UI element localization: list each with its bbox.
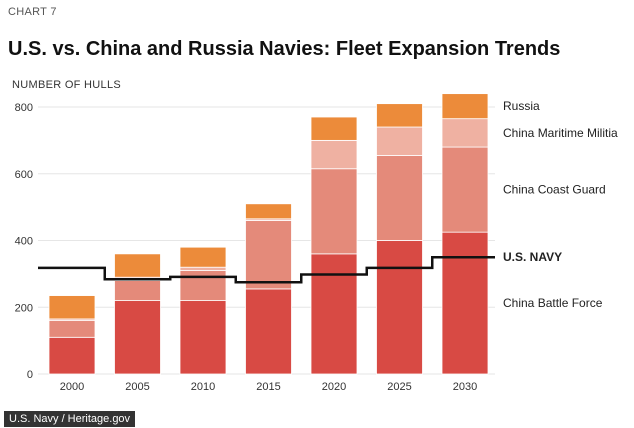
x-tick-2005: 2005 xyxy=(125,381,149,393)
bar-russia-2020 xyxy=(310,116,358,141)
x-tick-2025: 2025 xyxy=(387,381,411,393)
x-tick-2030: 2030 xyxy=(453,381,477,393)
bar-china-maritime-militia-2030 xyxy=(441,118,489,148)
bar-russia-2025 xyxy=(376,103,423,128)
bar-china-coast-guard-2010 xyxy=(179,270,227,301)
bar-china-coast-guard-2020 xyxy=(310,168,358,255)
x-tick-2000: 2000 xyxy=(60,381,84,393)
bar-russia-2010 xyxy=(179,246,227,268)
bar-china-coast-guard-2000 xyxy=(48,320,96,338)
y-tick-0: 0 xyxy=(27,369,33,381)
bar-china-battle-force-2030 xyxy=(441,231,489,375)
bar-china-maritime-militia-2010 xyxy=(179,266,227,271)
bar-china-battle-force-2010 xyxy=(179,300,227,375)
x-tick-labels: 2000 2005 2010 2015 2020 2025 2030 xyxy=(60,381,477,393)
photo-credit: U.S. Navy / Heritage.gov xyxy=(4,411,136,427)
x-tick-2020: 2020 xyxy=(322,381,346,393)
us-navy-line xyxy=(38,255,495,284)
bar-china-battle-force-2015 xyxy=(245,288,292,375)
bar-russia-2015 xyxy=(245,203,292,220)
y-tick-600: 600 xyxy=(15,169,33,181)
legend-label-china-coast-guard: China Coast Guard xyxy=(503,183,606,197)
bar-russia-2000 xyxy=(48,295,96,320)
bar-china-maritime-militia-2020 xyxy=(310,139,358,170)
bar-china-battle-force-2000 xyxy=(48,336,96,375)
bar-china-coast-guard-2025 xyxy=(376,154,423,241)
legend-label-russia: Russia xyxy=(503,99,540,113)
series-labels: Russia China Maritime Militia China Coast … xyxy=(503,99,618,310)
y-tick-800: 800 xyxy=(15,102,33,114)
legend-label-us-navy: U.S. NAVY xyxy=(503,250,562,264)
chart-title: U.S. vs. China and Russia Navies: Fleet … xyxy=(8,38,561,60)
bar-russia-2005 xyxy=(114,253,161,278)
bar-china-coast-guard-2030 xyxy=(441,146,489,233)
y-axis-label: NUMBER OF HULLS xyxy=(12,79,122,91)
chart-number: CHART 7 xyxy=(8,6,57,18)
x-tick-2010: 2010 xyxy=(191,381,215,393)
stacked-bars xyxy=(48,93,489,375)
legend-label-china-battle-force: China Battle Force xyxy=(503,296,603,310)
bar-china-coast-guard-2005 xyxy=(114,280,161,301)
bar-china-maritime-militia-2025 xyxy=(376,126,423,156)
y-tick-400: 400 xyxy=(15,236,33,248)
bar-china-battle-force-2020 xyxy=(310,253,358,375)
y-tick-labels: 0 200 400 600 800 xyxy=(15,102,33,381)
us-navy-line-group xyxy=(38,255,495,284)
bar-china-battle-force-2005 xyxy=(114,300,161,375)
x-tick-2015: 2015 xyxy=(256,381,280,393)
y-tick-200: 200 xyxy=(15,302,33,314)
bar-russia-2030 xyxy=(441,93,489,120)
bar-china-coast-guard-2015 xyxy=(245,220,292,290)
bar-china-battle-force-2025 xyxy=(376,240,423,375)
legend-label-china-maritime-militia: China Maritime Militia xyxy=(503,126,618,140)
